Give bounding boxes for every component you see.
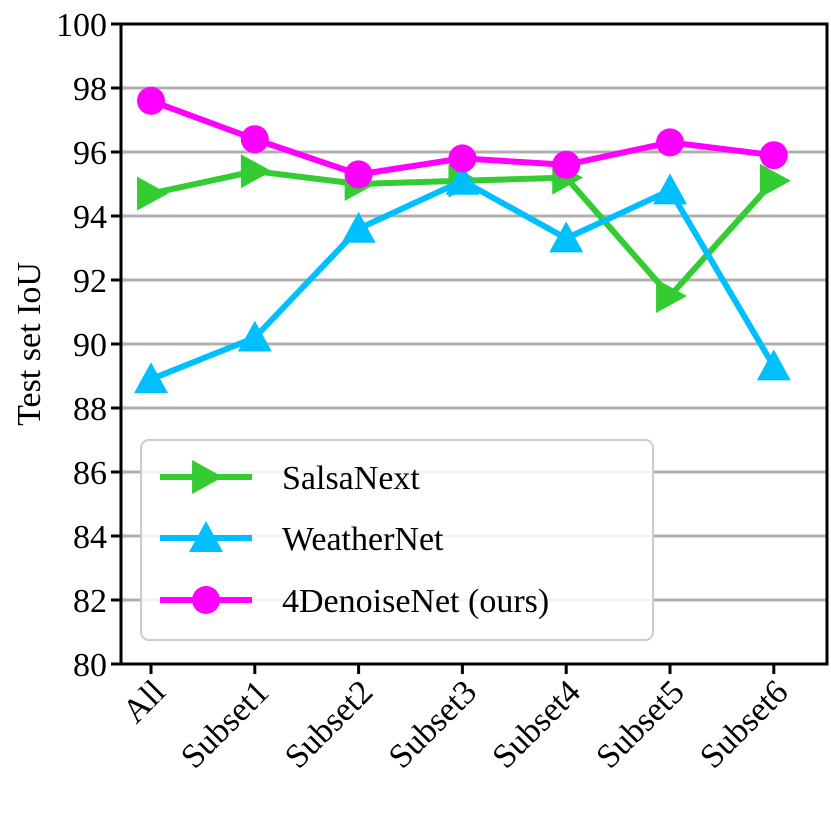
data-point bbox=[134, 362, 168, 394]
data-point bbox=[448, 144, 477, 173]
y-axis-title: Test set IoU bbox=[11, 262, 48, 426]
x-tick-label: Subset3 bbox=[382, 673, 484, 775]
series-layer bbox=[134, 86, 791, 394]
y-tick-label: 96 bbox=[73, 135, 107, 172]
legend-swatch-marker bbox=[192, 586, 220, 614]
legend-item: SalsaNext bbox=[160, 460, 420, 497]
x-tick-label: Subset5 bbox=[589, 673, 691, 775]
y-tick-label: 80 bbox=[73, 647, 107, 684]
data-point bbox=[344, 160, 373, 189]
data-point bbox=[237, 320, 272, 352]
series-4denoisenet-ours bbox=[137, 86, 788, 189]
data-point bbox=[341, 211, 376, 243]
legend-item: WeatherNet bbox=[160, 521, 444, 558]
y-tick-label: 100 bbox=[56, 7, 107, 44]
data-point bbox=[756, 349, 791, 381]
y-axis: 80 82 84 86 88 90 92 94 96 98 100 bbox=[56, 7, 121, 684]
legend-item: 4DenoiseNet (ours) bbox=[160, 583, 549, 620]
y-tick-label: 98 bbox=[73, 71, 107, 108]
series-weathernet bbox=[134, 163, 791, 394]
legend-label: WeatherNet bbox=[282, 521, 444, 558]
x-tick-label: Subset6 bbox=[693, 673, 795, 775]
data-point bbox=[759, 141, 788, 170]
y-tick-label: 92 bbox=[73, 263, 107, 300]
data-point bbox=[656, 128, 684, 157]
x-tick-label: Subset2 bbox=[278, 673, 380, 775]
y-tick-label: 90 bbox=[73, 327, 107, 364]
legend-label: SalsaNext bbox=[282, 460, 420, 497]
y-tick-label: 84 bbox=[73, 519, 107, 556]
data-point bbox=[759, 163, 791, 198]
data-point bbox=[137, 176, 168, 211]
x-tick-label: Subset1 bbox=[174, 673, 276, 775]
data-point bbox=[653, 173, 687, 205]
y-tick-label: 94 bbox=[73, 199, 107, 236]
data-point bbox=[445, 163, 480, 195]
x-tick-label: All bbox=[116, 673, 173, 730]
legend-swatch-marker bbox=[189, 521, 223, 552]
data-point bbox=[240, 154, 272, 189]
data-point bbox=[552, 150, 581, 179]
y-tick-label: 82 bbox=[73, 583, 107, 620]
data-point bbox=[549, 221, 584, 253]
y-tick-label: 86 bbox=[73, 455, 107, 492]
x-tick-label: Subset4 bbox=[486, 673, 588, 775]
legend-box bbox=[140, 439, 654, 641]
legend-swatch-marker bbox=[192, 460, 223, 494]
legend-label: 4DenoiseNet (ours) bbox=[282, 583, 549, 620]
data-point bbox=[137, 86, 165, 115]
y-tick-label: 88 bbox=[73, 391, 107, 428]
data-point bbox=[656, 279, 687, 313]
legend: SalsaNext WeatherNet 4DenoiseNet (ours) bbox=[140, 439, 654, 641]
x-axis: All Subset1 Subset2 Subset3 Subset4 Subset5 Su… bbox=[116, 664, 795, 776]
data-point bbox=[240, 125, 269, 154]
